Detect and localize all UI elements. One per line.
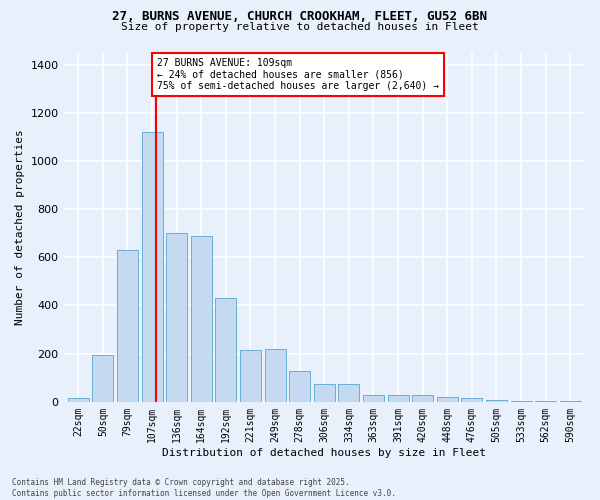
Bar xyxy=(535,401,556,402)
Bar xyxy=(560,401,581,402)
Text: Size of property relative to detached houses in Fleet: Size of property relative to detached ho… xyxy=(121,22,479,32)
Bar xyxy=(461,398,482,402)
Text: 27, BURNS AVENUE, CHURCH CROOKHAM, FLEET, GU52 6BN: 27, BURNS AVENUE, CHURCH CROOKHAM, FLEET… xyxy=(113,10,487,23)
Y-axis label: Number of detached properties: Number of detached properties xyxy=(15,130,25,325)
Bar xyxy=(437,397,458,402)
Bar xyxy=(117,250,138,402)
Bar xyxy=(240,350,261,402)
Text: Contains HM Land Registry data © Crown copyright and database right 2025.
Contai: Contains HM Land Registry data © Crown c… xyxy=(12,478,396,498)
Bar xyxy=(486,400,507,402)
Bar xyxy=(511,400,532,402)
Bar xyxy=(388,395,409,402)
Bar xyxy=(412,396,433,402)
Bar xyxy=(363,394,384,402)
X-axis label: Distribution of detached houses by size in Fleet: Distribution of detached houses by size … xyxy=(162,448,486,458)
Text: 27 BURNS AVENUE: 109sqm
← 24% of detached houses are smaller (856)
75% of semi-d: 27 BURNS AVENUE: 109sqm ← 24% of detache… xyxy=(157,58,439,91)
Bar xyxy=(166,233,187,402)
Bar xyxy=(289,370,310,402)
Bar xyxy=(314,384,335,402)
Bar xyxy=(142,132,163,402)
Bar xyxy=(265,349,286,402)
Bar xyxy=(68,398,89,402)
Bar xyxy=(191,236,212,402)
Bar xyxy=(92,355,113,402)
Bar xyxy=(215,298,236,402)
Bar xyxy=(338,384,359,402)
